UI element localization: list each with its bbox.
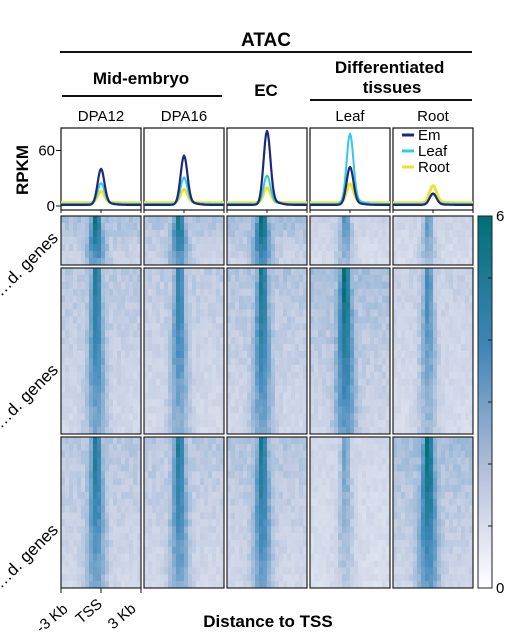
group-label-ec: EC (254, 81, 278, 100)
heatmap-panel (143, 215, 225, 266)
group-label-differentiated-tissues: Differentiated tissues (335, 58, 449, 97)
profile-line-em (60, 167, 142, 206)
heatmap-panel (392, 436, 474, 589)
profile-line-root (60, 189, 142, 205)
profile-ytick-label: 0 (47, 198, 55, 215)
legend-label: Em (418, 127, 441, 144)
column-label: DPA16 (161, 108, 207, 125)
heatmap-panel (392, 215, 474, 266)
chart-title: ATAC (241, 30, 291, 51)
column-label: DPA12 (78, 108, 124, 125)
profile-line-em (226, 129, 308, 206)
row-group-label: …d. genes (0, 360, 62, 432)
profile-line-root (392, 184, 474, 205)
column-label: Leaf (335, 108, 365, 125)
x-axis-label: Distance to TSS (203, 612, 332, 631)
heatmap-panel (60, 436, 142, 589)
colorbar-tick-label: 0 (496, 580, 504, 597)
heatmap-panel (226, 267, 308, 435)
profile-line-root (143, 188, 225, 205)
row-group-label: …d. genes (0, 228, 62, 300)
heatmap-panel (309, 267, 391, 435)
heatmap-panel (309, 215, 391, 266)
heatmap-panel (309, 436, 391, 589)
colorbar-tick-label: 6 (496, 208, 504, 225)
legend-label: Root (418, 159, 451, 176)
heatmap-panel (392, 267, 474, 435)
profile-ylabel: RPKM (13, 145, 32, 195)
heatmap-panel (226, 215, 308, 266)
heatmap-panel (226, 436, 308, 589)
profile-line-em (143, 154, 225, 206)
profile-line-em (309, 165, 391, 206)
heatmap-panel (60, 215, 142, 266)
row-group-label: …d. genes (0, 520, 62, 592)
heatmap-panel (143, 267, 225, 435)
profile-panel (392, 127, 474, 211)
x-tick-label: -3 Kb (33, 601, 71, 637)
legend-label: Leaf (418, 143, 448, 160)
profile-ytick-label: 60 (38, 143, 55, 160)
profile-line-root (309, 182, 391, 205)
profile-panel (226, 127, 308, 211)
group-label-mid-embryo: Mid-embryo (93, 69, 189, 88)
x-tick-label: TSS (72, 596, 105, 628)
column-label: Root (417, 108, 450, 125)
x-tick-label: 3 Kb (105, 600, 140, 633)
profile-line-root (226, 186, 308, 205)
heatmap-panel (143, 436, 225, 589)
profile-panel (143, 127, 225, 211)
profile-line-em (392, 192, 474, 206)
heatmap-panel (60, 267, 142, 435)
